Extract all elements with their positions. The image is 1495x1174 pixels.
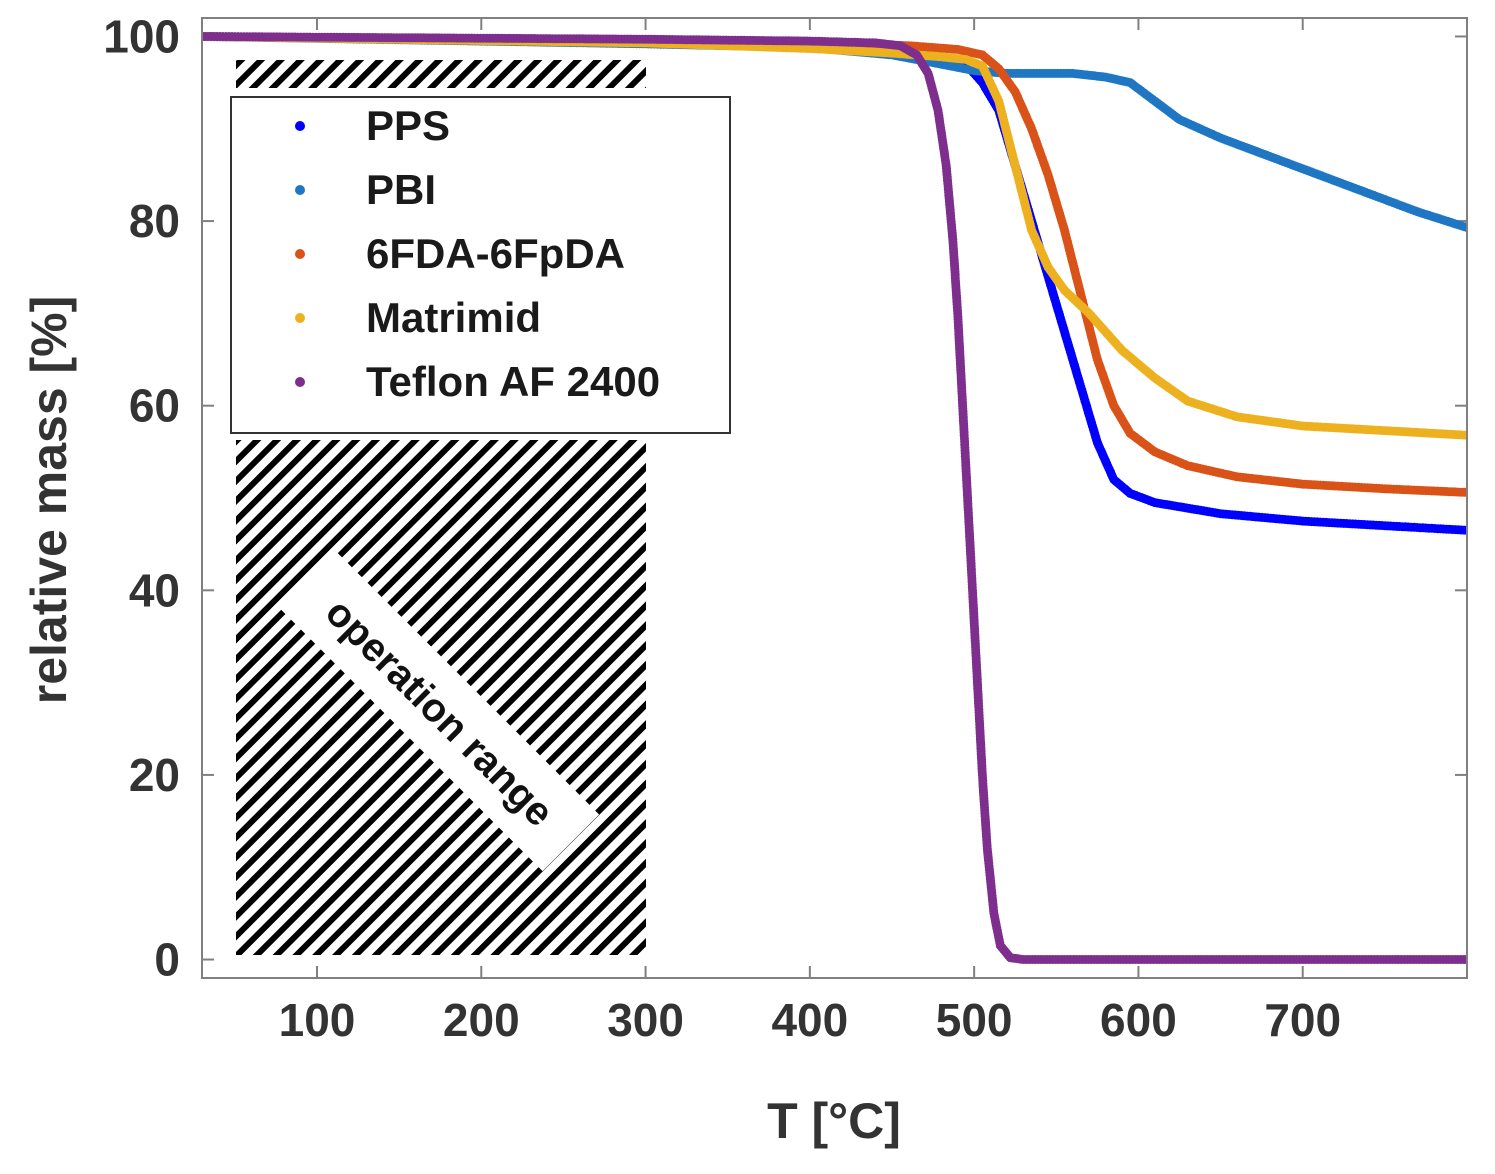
legend-label: PBI — [366, 166, 436, 213]
legend-marker — [295, 377, 305, 387]
y-tick-label: 100 — [103, 10, 180, 62]
legend-marker — [295, 121, 305, 131]
legend-marker — [295, 185, 305, 195]
x-tick-label: 400 — [771, 994, 848, 1046]
legend-label: Teflon AF 2400 — [366, 358, 660, 405]
legend-label: Matrimid — [366, 294, 541, 341]
y-tick-label: 0 — [154, 934, 180, 986]
operation-range-region: operation range — [236, 60, 646, 955]
data-point — [1462, 525, 1467, 535]
y-tick-label: 20 — [129, 749, 180, 801]
data-point — [1462, 430, 1467, 440]
y-tick-label: 60 — [129, 380, 180, 432]
data-point — [1462, 955, 1467, 964]
data-point — [1462, 223, 1467, 232]
series-matrimid — [202, 32, 1467, 440]
legend-label: PPS — [366, 102, 450, 149]
legend-label: 6FDA-6FpDA — [366, 230, 625, 277]
series-layer — [202, 32, 1467, 964]
x-tick-label: 200 — [443, 994, 520, 1046]
data-point — [1462, 488, 1467, 497]
plot-frame — [201, 17, 1468, 979]
operation-range-label-box — [280, 552, 600, 872]
hatch-band-top — [236, 60, 646, 88]
y-tick-label: 80 — [129, 195, 180, 247]
series-teflon-af-2400 — [202, 32, 1467, 964]
legend-box — [230, 96, 731, 434]
x-axis-title: T [°C] — [767, 1093, 901, 1149]
legend-marker — [295, 313, 305, 323]
legend: PPS PBI 6FDA-6FpDA Matrimid Teflon AF 2400 — [230, 96, 731, 434]
legend-marker — [295, 249, 305, 259]
x-tick-label: 700 — [1264, 994, 1341, 1046]
x-tick-label: 500 — [936, 994, 1013, 1046]
x-tick-label: 600 — [1100, 994, 1177, 1046]
x-tick-label: 300 — [607, 994, 684, 1046]
axis-ticks: 100 200 300 400 500 600 700 0 20 40 60 80 100 — [103, 10, 1467, 1046]
y-axis-title: relative mass [%] — [21, 296, 77, 705]
y-tick-label: 40 — [129, 564, 180, 616]
x-tick-label: 100 — [279, 994, 356, 1046]
